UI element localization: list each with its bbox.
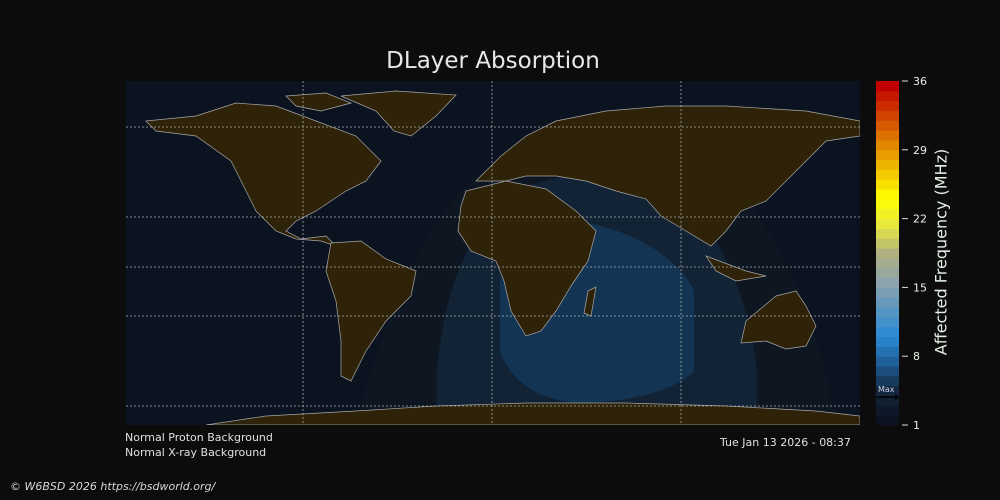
colorbar-tick-label: 15 [913, 281, 927, 294]
colorbar-segment [876, 316, 899, 328]
max-marker-label: Max [878, 385, 895, 394]
colorbar-ticks: 36 29 22 15 8 1 [902, 75, 927, 432]
colorbar-segment [876, 326, 899, 338]
colorbar-tick-label: 1 [913, 419, 920, 432]
colorbar-segment [876, 81, 899, 92]
colorbar-segment [876, 395, 899, 406]
colorbar-segment [876, 405, 899, 416]
colorbar-segment [876, 346, 899, 357]
colorbar-segment [876, 218, 899, 229]
colorbar-segment [876, 248, 899, 259]
colorbar: 36 29 22 15 8 1 Max [876, 75, 927, 432]
colorbar-segment [876, 267, 899, 279]
colorbar-segment [876, 120, 899, 131]
colorbar-segment [876, 110, 899, 121]
max-marker-arrow-icon [877, 394, 899, 400]
colorbar-segment [876, 169, 899, 180]
colorbar-segment [876, 415, 899, 426]
greenland [340, 90, 457, 137]
colorbar-tick-label: 8 [913, 350, 920, 363]
colorbar-segment [876, 297, 899, 308]
colorbar-segment [876, 149, 899, 161]
colorbar-segment [876, 277, 899, 288]
colorbar-segment [876, 100, 899, 111]
colorbar-tick-label: 22 [913, 213, 927, 226]
gridlines [126, 81, 860, 425]
colorbar-segment [876, 238, 899, 249]
map-title: DLayer Absorption [386, 48, 600, 74]
colorbar-segment [876, 130, 899, 141]
colorbar-tick-label: 29 [913, 144, 927, 157]
africa [457, 180, 597, 337]
colorbar-segment [876, 139, 899, 151]
xray-status: Normal X-ray Background [125, 446, 267, 459]
colorbar-segment [876, 307, 899, 318]
timestamp: Tue Jan 13 2026 - 08:37 [720, 436, 851, 449]
colorbar-segment [876, 375, 899, 387]
proton-status: Normal Proton Background [125, 431, 273, 444]
colorbar-segment [876, 257, 899, 269]
colorbar-label: Affected Frequency (MHz) [931, 148, 951, 356]
colorbar-segment [876, 198, 899, 210]
indonesia [705, 255, 767, 282]
colorbar-segment [876, 356, 899, 367]
copyright: © W6BSD 2026 https://bsdworld.org/ [10, 480, 216, 493]
colorbar-segment [876, 366, 899, 377]
colorbar-segment [876, 287, 899, 298]
colorbar-segment [876, 208, 899, 220]
colorbar-segments [876, 81, 899, 426]
colorbar-tick-label: 36 [913, 75, 927, 88]
colorbar-segment [876, 159, 899, 170]
colorbar-segment [876, 90, 899, 102]
europe-asia [475, 105, 860, 247]
colorbar-segment [876, 189, 899, 200]
north-america [145, 102, 382, 247]
colorbar-segment [876, 336, 899, 347]
canada-islands [285, 92, 353, 112]
colorbar-segment [876, 228, 899, 239]
south-america [325, 240, 417, 382]
colorbar-segment [876, 385, 899, 397]
land [145, 90, 860, 425]
australia [740, 290, 817, 350]
colorbar-segment [876, 179, 899, 190]
antarctica [205, 402, 860, 425]
absorption-map [126, 81, 860, 425]
